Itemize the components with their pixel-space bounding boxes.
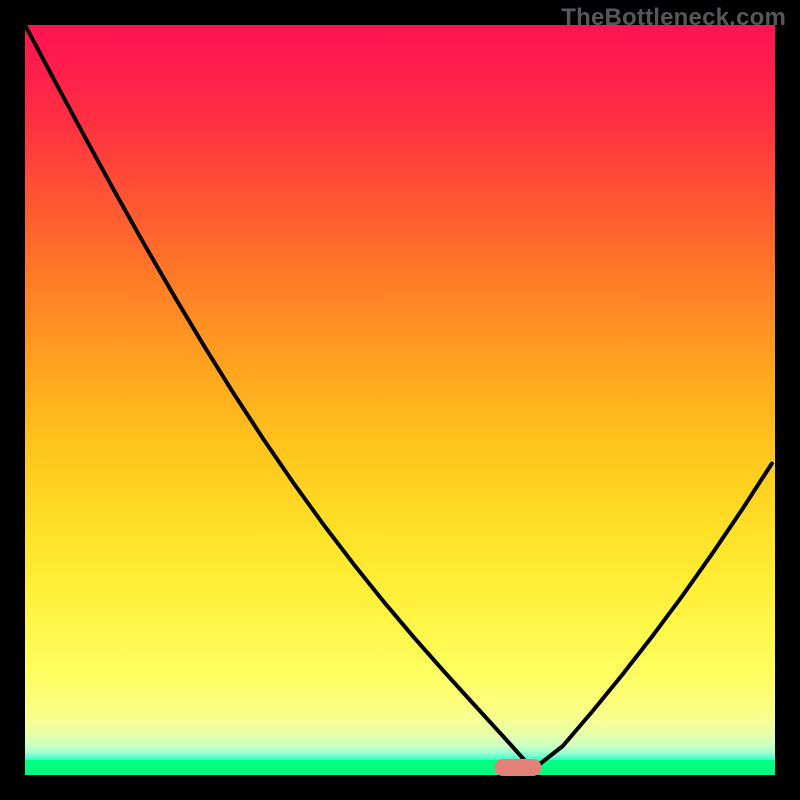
chart-container: TheBottleneck.com <box>0 0 800 800</box>
bottleneck-chart <box>0 0 800 800</box>
attribution-label: TheBottleneck.com <box>561 4 786 32</box>
